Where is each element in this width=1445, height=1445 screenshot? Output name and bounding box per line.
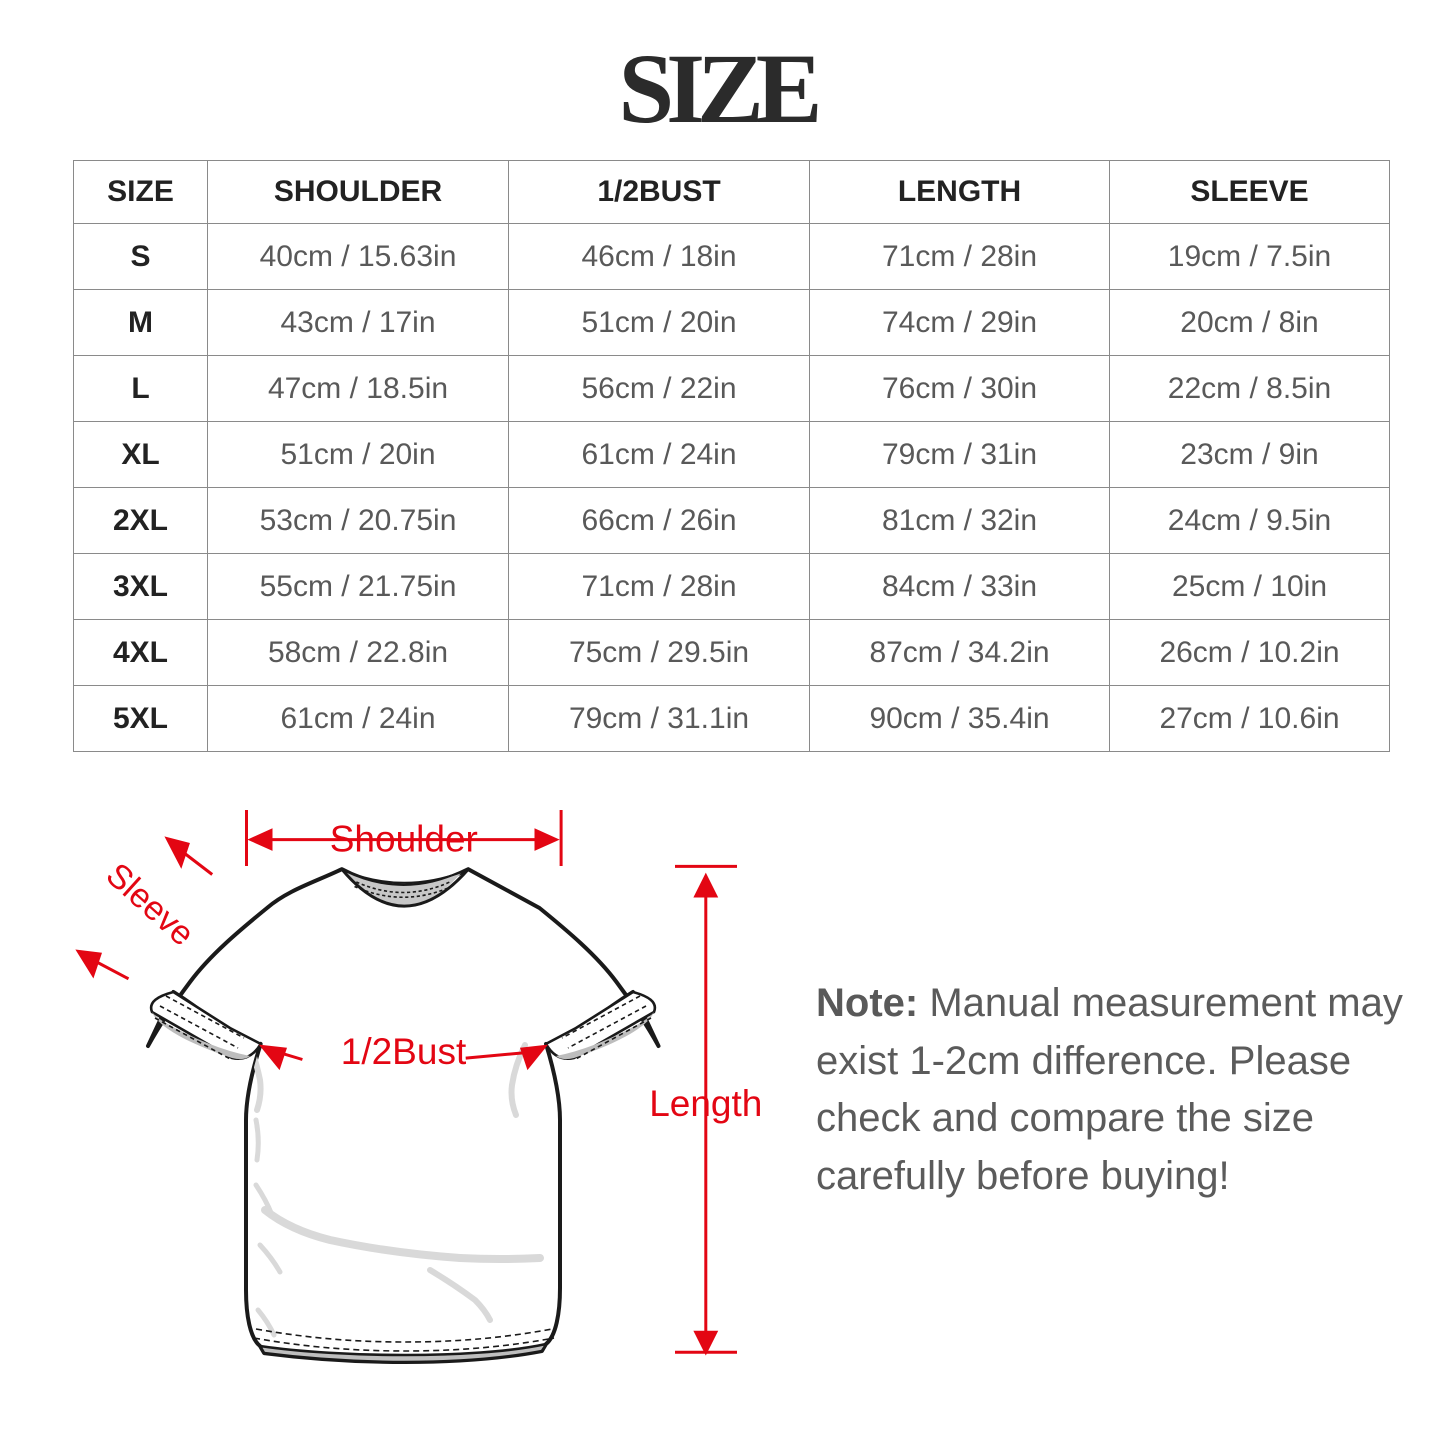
svg-text:Sleeve: Sleeve [99, 856, 202, 954]
svg-text:Length: Length [649, 1083, 762, 1124]
svg-text:Shoulder: Shoulder [330, 819, 478, 860]
svg-text:1/2Bust: 1/2Bust [341, 1031, 467, 1072]
